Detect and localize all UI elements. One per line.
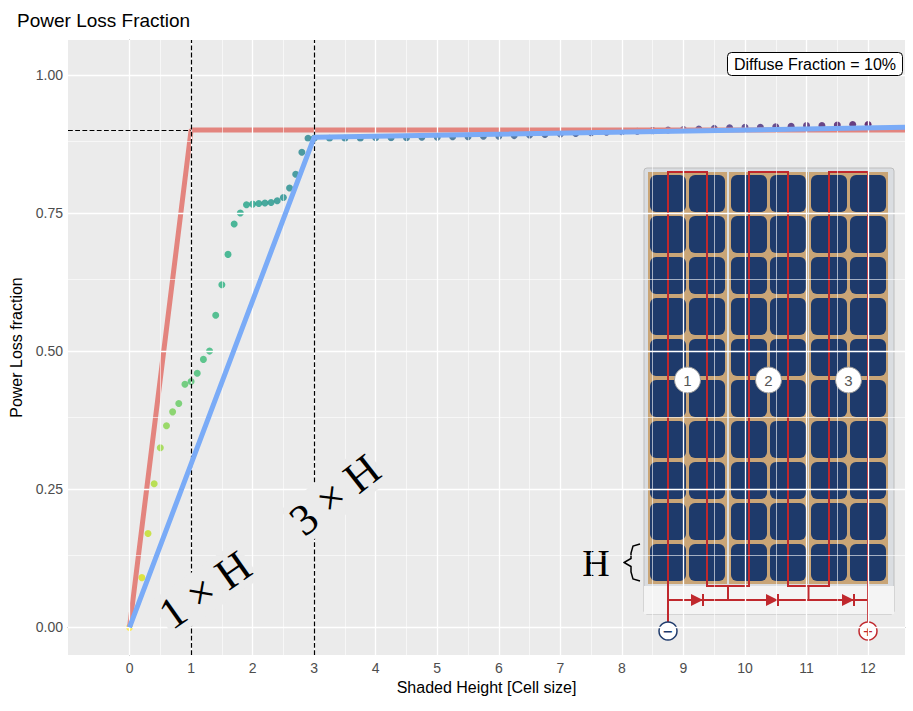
svg-text:1: 1 [683, 372, 691, 389]
svg-text:−: − [663, 624, 674, 639]
svg-text:0.50: 0.50 [36, 343, 63, 359]
svg-text:0.25: 0.25 [36, 481, 63, 497]
svg-text:7: 7 [556, 660, 564, 676]
svg-text:Power Loss Fraction: Power Loss Fraction [17, 10, 190, 31]
svg-text:8: 8 [618, 660, 626, 676]
svg-text:Power Loss fraction: Power Loss fraction [8, 277, 25, 418]
svg-text:Shaded Height [Cell size]: Shaded Height [Cell size] [397, 679, 577, 696]
svg-text:10: 10 [737, 660, 753, 676]
svg-text:5: 5 [433, 660, 441, 676]
svg-text:0: 0 [126, 660, 134, 676]
svg-text:3 × H: 3 × H [280, 445, 389, 546]
svg-text:3: 3 [310, 660, 318, 676]
svg-text:0.75: 0.75 [36, 205, 63, 221]
svg-text:12: 12 [860, 660, 876, 676]
svg-text:2: 2 [764, 372, 772, 389]
svg-text:H: H [582, 542, 609, 584]
svg-text:1.00: 1.00 [36, 67, 63, 83]
svg-text:3: 3 [844, 372, 852, 389]
svg-text:1 × H: 1 × H [150, 541, 260, 639]
svg-text:0.00: 0.00 [36, 619, 63, 635]
svg-text:6: 6 [495, 660, 503, 676]
svg-text:9: 9 [680, 660, 688, 676]
svg-text:4: 4 [372, 660, 380, 676]
svg-text:1: 1 [187, 660, 195, 676]
svg-text:2: 2 [249, 660, 257, 676]
svg-text:Diffuse Fraction = 10%: Diffuse Fraction = 10% [734, 56, 896, 73]
svg-text:11: 11 [799, 660, 814, 676]
